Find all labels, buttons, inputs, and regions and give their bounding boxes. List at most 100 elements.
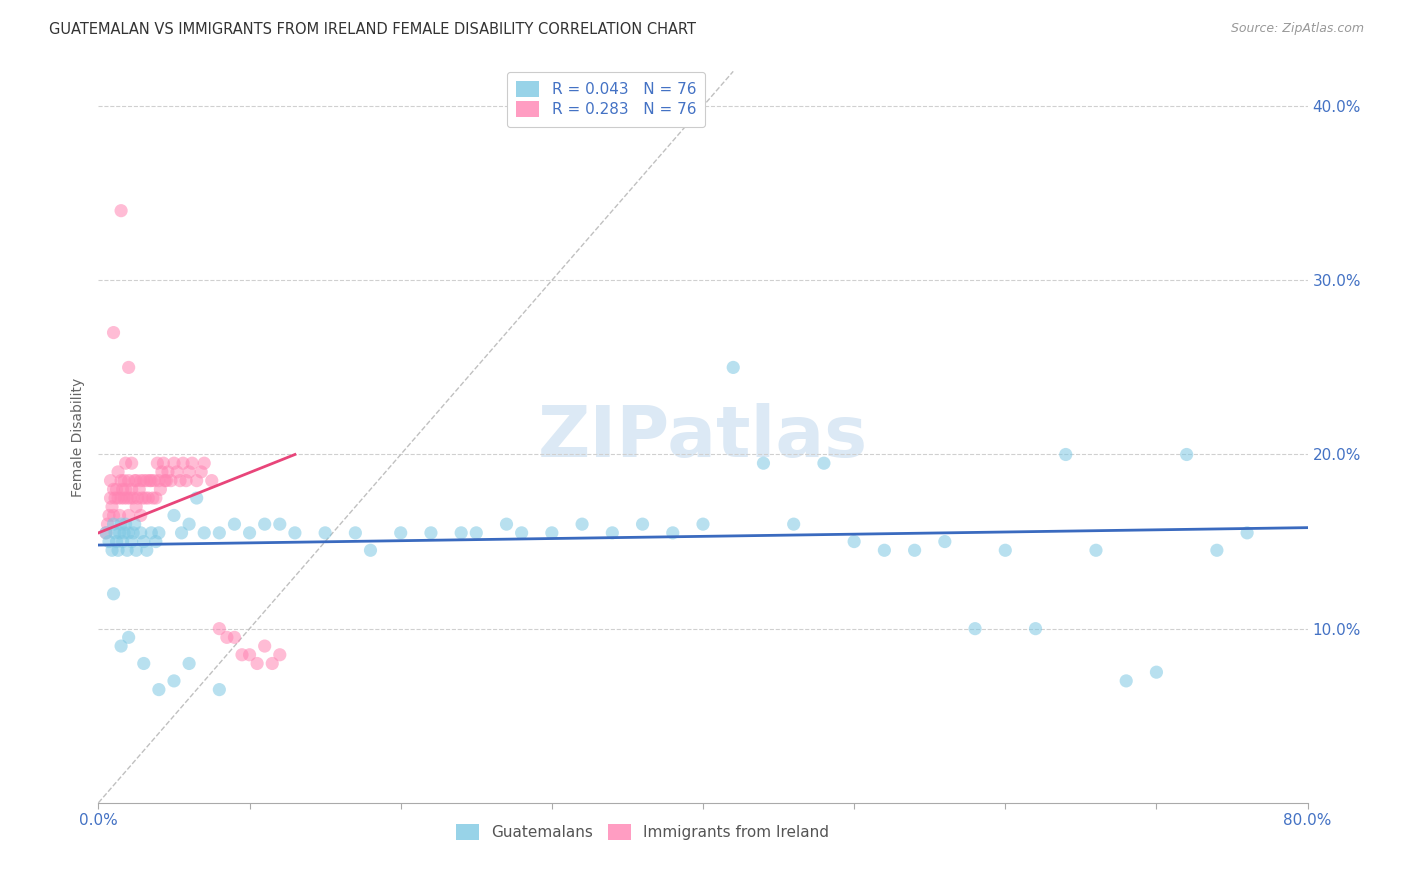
Point	[208, 622, 231, 636]
Point	[112, 491, 135, 505]
Point	[262, 657, 284, 671]
Point	[100, 491, 122, 505]
Point	[110, 639, 132, 653]
Point	[108, 508, 131, 523]
Point	[602, 525, 624, 540]
Point	[121, 456, 143, 470]
Point	[134, 491, 156, 505]
Point	[1144, 665, 1167, 680]
Text: Source: ZipAtlas.com: Source: ZipAtlas.com	[1230, 22, 1364, 36]
Point	[215, 631, 238, 645]
Y-axis label: Female Disability: Female Disability	[72, 377, 86, 497]
Point	[153, 474, 176, 488]
Point	[692, 517, 714, 532]
Point	[844, 534, 866, 549]
Point	[120, 491, 142, 505]
Point	[465, 525, 488, 540]
Point	[105, 534, 128, 549]
Point	[103, 517, 125, 532]
Point	[132, 534, 155, 549]
Point	[108, 525, 131, 540]
Text: ZIPatlas: ZIPatlas	[538, 402, 868, 472]
Point	[160, 474, 183, 488]
Point	[1236, 525, 1258, 540]
Text: GUATEMALAN VS IMMIGRANTS FROM IRELAND FEMALE DISABILITY CORRELATION CHART: GUATEMALAN VS IMMIGRANTS FROM IRELAND FE…	[49, 22, 696, 37]
Point	[193, 456, 215, 470]
Point	[110, 474, 132, 488]
Point	[253, 517, 276, 532]
Point	[179, 517, 201, 532]
Point	[661, 525, 683, 540]
Point	[152, 456, 174, 470]
Point	[122, 491, 145, 505]
Point	[873, 543, 896, 558]
Point	[239, 648, 262, 662]
Point	[965, 622, 987, 636]
Point	[208, 525, 231, 540]
Point	[231, 648, 253, 662]
Point	[142, 491, 165, 505]
Point	[1206, 543, 1229, 558]
Point	[179, 657, 201, 671]
Point	[156, 465, 179, 479]
Point	[103, 587, 125, 601]
Point	[110, 491, 132, 505]
Point	[103, 326, 125, 340]
Point	[148, 682, 170, 697]
Point	[128, 483, 150, 497]
Point	[111, 483, 134, 497]
Point	[132, 657, 155, 671]
Point	[389, 525, 412, 540]
Point	[135, 474, 157, 488]
Point	[129, 474, 152, 488]
Point	[131, 491, 153, 505]
Point	[101, 543, 124, 558]
Point	[269, 648, 291, 662]
Point	[190, 465, 212, 479]
Point	[107, 465, 129, 479]
Point	[98, 508, 121, 523]
Point	[105, 483, 128, 497]
Point	[125, 500, 148, 514]
Point	[571, 517, 593, 532]
Point	[510, 525, 533, 540]
Point	[148, 525, 170, 540]
Point	[112, 525, 135, 540]
Point	[201, 474, 224, 488]
Point	[163, 456, 186, 470]
Point	[181, 456, 204, 470]
Point	[994, 543, 1017, 558]
Point	[124, 474, 146, 488]
Point	[904, 543, 927, 558]
Point	[125, 474, 148, 488]
Point	[121, 534, 143, 549]
Point	[360, 543, 382, 558]
Point	[150, 465, 173, 479]
Point	[149, 483, 172, 497]
Point	[1024, 622, 1046, 636]
Point	[269, 517, 291, 532]
Point	[118, 474, 141, 488]
Point	[114, 483, 136, 497]
Point	[314, 525, 336, 540]
Point	[145, 534, 167, 549]
Point	[193, 525, 215, 540]
Point	[143, 474, 166, 488]
Point	[136, 491, 159, 505]
Point	[114, 456, 136, 470]
Point	[127, 491, 149, 505]
Point	[115, 491, 138, 505]
Point	[132, 474, 155, 488]
Point	[125, 543, 148, 558]
Point	[104, 491, 127, 505]
Point	[208, 682, 231, 697]
Point	[239, 525, 262, 540]
Point	[110, 203, 132, 218]
Point	[495, 517, 517, 532]
Point	[118, 508, 141, 523]
Point	[121, 483, 143, 497]
Point	[104, 525, 127, 540]
Point	[129, 525, 152, 540]
Point	[246, 657, 269, 671]
Point	[101, 500, 124, 514]
